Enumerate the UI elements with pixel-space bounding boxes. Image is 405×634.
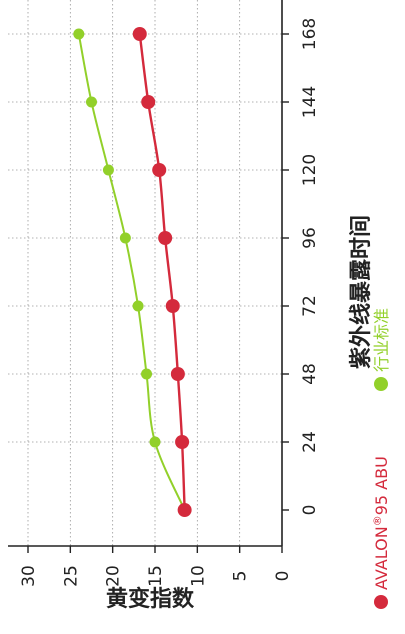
y-tick-labels: 0 5 10 15 20 25 30	[19, 546, 293, 587]
data-point-avalon-168	[132, 27, 147, 41]
data-point-avalon-48	[170, 367, 185, 381]
y-tick-label-30: 30	[19, 565, 39, 587]
data-point-industry-24	[149, 436, 161, 448]
y-tick-label-5: 5	[231, 571, 251, 582]
x-tick-label-24: 24	[300, 431, 320, 453]
y-axis-title: 黄变指数	[106, 586, 195, 612]
x-tick-label-120: 120	[300, 154, 320, 186]
x-tick-label-72: 72	[300, 295, 320, 317]
x-tick-label-144: 144	[300, 86, 320, 118]
data-series	[73, 27, 192, 517]
x-tick-label-168: 168	[300, 18, 320, 50]
legend-label-avalon-sup: ®	[371, 515, 384, 526]
x-tick-labels: 0 24 48 72 96 120 144 168	[282, 18, 320, 516]
legend: AVALON®95 ABU 行业标准	[371, 308, 392, 609]
data-point-industry-168	[73, 28, 85, 40]
y-tick-label-25: 25	[61, 565, 81, 587]
x-tick-label-48: 48	[300, 363, 320, 385]
data-point-industry-120	[102, 164, 114, 176]
x-axis-title: 紫外线暴露时间	[348, 215, 374, 369]
legend-label-avalon-main: AVALON	[372, 526, 391, 590]
data-point-avalon-24	[175, 435, 190, 449]
legend-label-avalon-rest: 95 ABU	[372, 456, 391, 515]
y-tick-label-0: 0	[273, 571, 293, 582]
legend-marker-avalon	[374, 595, 388, 609]
x-tick-label-96: 96	[300, 227, 320, 249]
x-tick-label-0: 0	[300, 505, 320, 516]
y-tick-label-20: 20	[104, 565, 124, 587]
data-point-avalon-96	[158, 231, 173, 245]
data-point-avalon-0	[177, 503, 192, 517]
data-point-avalon-120	[152, 163, 167, 177]
series-line-industry	[77, 33, 186, 511]
legend-label-industry: 行业标准	[372, 308, 391, 372]
data-point-industry-48	[141, 368, 153, 380]
data-point-industry-144	[86, 96, 97, 108]
data-point-industry-96	[119, 232, 131, 244]
y-tick-label-15: 15	[146, 565, 166, 587]
data-point-avalon-72	[165, 299, 180, 313]
y-tick-label-10: 10	[188, 565, 208, 587]
legend-marker-industry	[374, 377, 388, 391]
legend-label-avalon: AVALON®95 ABU	[371, 456, 392, 590]
axes	[8, 0, 283, 547]
data-point-avalon-144	[141, 95, 156, 109]
gridlines	[8, 0, 282, 546]
data-point-industry-72	[132, 300, 144, 312]
